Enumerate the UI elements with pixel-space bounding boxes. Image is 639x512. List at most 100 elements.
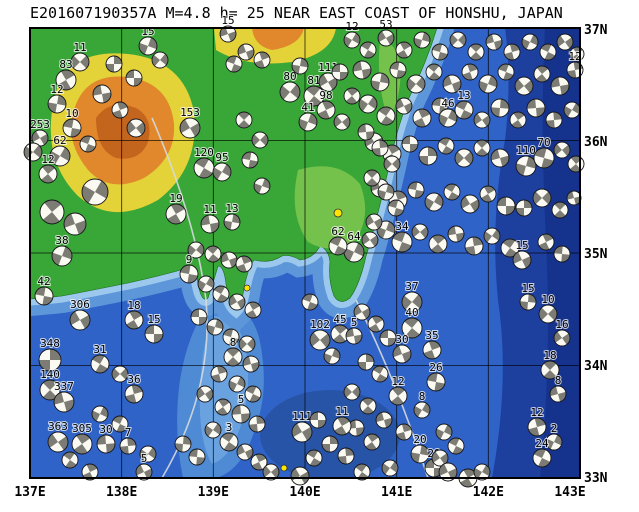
beachball-quadrants <box>319 74 337 90</box>
focal-mechanism-beachball <box>454 148 474 168</box>
beachball-outline <box>49 145 71 167</box>
beachball-outline <box>248 415 266 433</box>
beachball-quadrants <box>546 112 562 128</box>
beachball-quadrants <box>63 119 81 137</box>
depth-label: 70 <box>537 136 550 149</box>
focal-mechanism-beachball <box>105 55 123 73</box>
beachball-quadrants <box>221 252 237 268</box>
focal-mechanism-beachball: 8 <box>413 389 431 419</box>
focal-mechanism-beachball <box>111 415 129 433</box>
beachball-quadrants <box>152 53 168 67</box>
beachball-quadrants <box>533 449 551 467</box>
focal-mechanism-beachball <box>371 139 389 157</box>
focal-mechanism-beachball <box>395 423 413 441</box>
lon-label-139e: 139E <box>198 485 229 500</box>
focal-mechanism-beachball: 12 <box>527 405 547 437</box>
focal-mechanism-beachball <box>401 135 419 153</box>
beachball-quadrants <box>238 44 254 60</box>
beachball-quadrants <box>419 147 437 165</box>
depth-label: 64 <box>347 230 361 243</box>
beachball-outline <box>431 43 449 61</box>
focal-mechanism-beachball <box>290 466 310 486</box>
focal-mechanism-beachball <box>244 385 262 403</box>
beachball-quadrants <box>229 376 245 392</box>
focal-mechanism-beachball <box>253 51 271 69</box>
beachball-outline <box>223 347 243 367</box>
focal-mechanism-beachball <box>490 148 510 168</box>
depth-label: 15 <box>141 25 154 38</box>
depth-label: 11 <box>335 405 348 418</box>
focal-mechanism-beachball <box>503 43 521 61</box>
beachball-outline <box>126 118 146 138</box>
beachball-outline <box>179 264 199 284</box>
beachball-outline <box>533 65 551 83</box>
beachball-outline <box>228 293 246 311</box>
focal-mechanism-beachball <box>537 233 555 251</box>
beachball-quadrants <box>354 305 370 319</box>
beachball-quadrants <box>73 434 91 454</box>
beachball-outline <box>383 155 401 173</box>
depth-label: 40 <box>405 306 418 319</box>
beachball-outline <box>38 164 58 184</box>
focal-mechanism-beachball: 8 <box>223 335 243 367</box>
focal-mechanism-beachball <box>111 365 129 383</box>
beachball-outline <box>353 463 371 481</box>
beachball-outline <box>343 383 361 401</box>
depth-label: 81 <box>307 74 320 87</box>
focal-mechanism-beachball: 306 <box>69 297 91 331</box>
beachball-quadrants <box>92 355 108 373</box>
depth-label: 18 <box>543 349 556 362</box>
focal-mechanism-beachball <box>357 123 375 141</box>
focal-mechanism-beachball <box>526 98 546 118</box>
focal-mechanism-beachball: 11 <box>332 404 352 436</box>
beachball-outline <box>242 355 260 373</box>
beachball-quadrants <box>491 149 509 167</box>
beachball-outline <box>179 117 201 139</box>
beachball-outline <box>244 385 262 403</box>
beachball-outline <box>250 453 268 471</box>
focal-mechanism-beachball <box>23 142 43 162</box>
focal-mechanism-beachball: 305 <box>71 421 93 455</box>
beachball-quadrants <box>414 403 430 417</box>
depth-label: 305 <box>72 422 92 435</box>
depth-label: 83 <box>59 58 72 71</box>
beachball-outline <box>291 421 313 443</box>
beachball-outline <box>392 344 412 364</box>
depth-label: 12 <box>530 406 543 419</box>
beachball-outline <box>473 111 491 129</box>
beachball-outline <box>231 404 251 424</box>
depth-label: 9 <box>186 253 193 266</box>
beachball-quadrants <box>263 465 279 479</box>
depth-label: 37 <box>405 280 418 293</box>
depth-label: 10 <box>541 293 554 306</box>
beachball-quadrants <box>546 434 562 450</box>
focal-mechanism-beachball <box>406 74 426 94</box>
beachball-outline <box>363 169 381 187</box>
beachball-quadrants <box>382 461 398 475</box>
coastal-lowland <box>378 40 401 113</box>
focal-mechanism-beachball <box>139 445 157 463</box>
beachball-outline <box>381 459 399 477</box>
focal-mechanism-beachball <box>343 87 361 105</box>
focal-mechanism-beachball <box>222 328 240 346</box>
beachball-quadrants <box>126 311 142 329</box>
beachball-outline <box>53 391 75 413</box>
beachball-quadrants <box>216 399 230 415</box>
beachball-quadrants <box>306 86 322 106</box>
focal-mechanism-beachball: 34 <box>391 219 413 253</box>
focal-mechanism-beachball <box>411 223 429 241</box>
beachball-quadrants <box>191 309 207 325</box>
beachball-quadrants <box>557 35 573 49</box>
focal-mechanism-beachball <box>125 69 143 87</box>
depth-label: 15 <box>221 14 234 27</box>
beachball-quadrants <box>195 158 213 178</box>
beachball-outline <box>540 360 560 380</box>
beachball-outline <box>514 76 534 96</box>
beachball-outline <box>51 245 73 267</box>
beachball-outline <box>328 236 348 256</box>
beachball-outline <box>566 61 584 79</box>
beachball-outline <box>81 178 109 206</box>
depth-label: 110 <box>516 144 536 157</box>
beachball-outline <box>376 220 396 240</box>
beachball-outline <box>244 301 262 319</box>
